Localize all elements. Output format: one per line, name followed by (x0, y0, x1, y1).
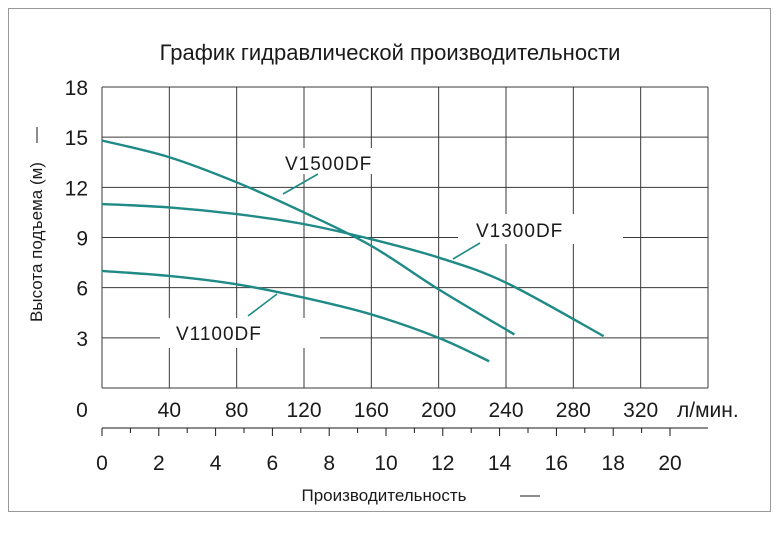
series-line-v1100df (101, 269, 490, 363)
series-leader-v1300df (452, 242, 481, 260)
series-line-v1300df (101, 202, 605, 338)
x-tick-label: 160 (354, 399, 389, 422)
y-tick-label: 3 (76, 328, 88, 351)
series-leader-v1500df (282, 173, 319, 195)
label-backdrop (260, 148, 382, 174)
x-unit-label: л/мин. (677, 399, 739, 422)
x-tick-label: 280 (556, 399, 591, 422)
secondary-tick-label: 8 (323, 452, 335, 475)
y-tick-labels: 3 6 9 12 15 18 (65, 77, 88, 351)
label-backdrop (680, 395, 760, 421)
x-tick-label: 0 (76, 399, 88, 422)
series-label-v1500df: V1500DF (285, 154, 372, 175)
secondary-tick-label: 2 (153, 452, 165, 475)
secondary-tick-label: 4 (210, 452, 222, 475)
label-backdrop (458, 214, 623, 244)
secondary-tick-label: 10 (374, 452, 397, 475)
chart-title: График гидравлической производительности (160, 40, 621, 65)
x-tick-label: 200 (421, 399, 456, 422)
secondary-tick-label: 20 (658, 452, 681, 475)
series-label-v1100df: V1100DF (176, 324, 262, 345)
x-tick-label: 240 (488, 399, 523, 422)
secondary-tick-label: 18 (602, 452, 625, 475)
series-labels: V1500DF V1300DF V1100DF (176, 154, 563, 345)
y-tick-label: 18 (65, 77, 88, 100)
secondary-tick-label: 12 (431, 452, 454, 475)
y-axis-label: Высота подъема (м) (27, 162, 46, 322)
x-tick-label: 120 (286, 399, 321, 422)
secondary-tick-label: 0 (96, 452, 108, 475)
x-tick-label: 40 (158, 399, 181, 422)
x-tick-label: 320 (623, 399, 658, 422)
series-label-v1300df: V1300DF (476, 221, 563, 242)
series-line-v1500df (101, 139, 516, 336)
secondary-tick-label: 16 (545, 452, 568, 475)
x-tick-labels-lpm: 0 40 80 120 160 200 240 280 320 (76, 399, 658, 422)
y-tick-label: 12 (65, 177, 88, 200)
chart-frame (8, 8, 771, 512)
secondary-tick-label: 14 (488, 452, 512, 475)
secondary-tick-label: 6 (267, 452, 279, 475)
series-curves (101, 139, 605, 363)
secondary-axis: 0 2 4 6 8 10 12 14 16 18 20 (96, 427, 708, 475)
series-leader-v1100df (247, 293, 278, 317)
x-tick-label: 80 (225, 399, 248, 422)
grid (101, 86, 760, 421)
x-axis-label: Производительность (301, 486, 466, 505)
y-tick-label: 6 (76, 278, 88, 301)
y-tick-label: 15 (65, 127, 88, 150)
label-backdrop (160, 318, 320, 348)
y-tick-label: 9 (76, 228, 88, 251)
